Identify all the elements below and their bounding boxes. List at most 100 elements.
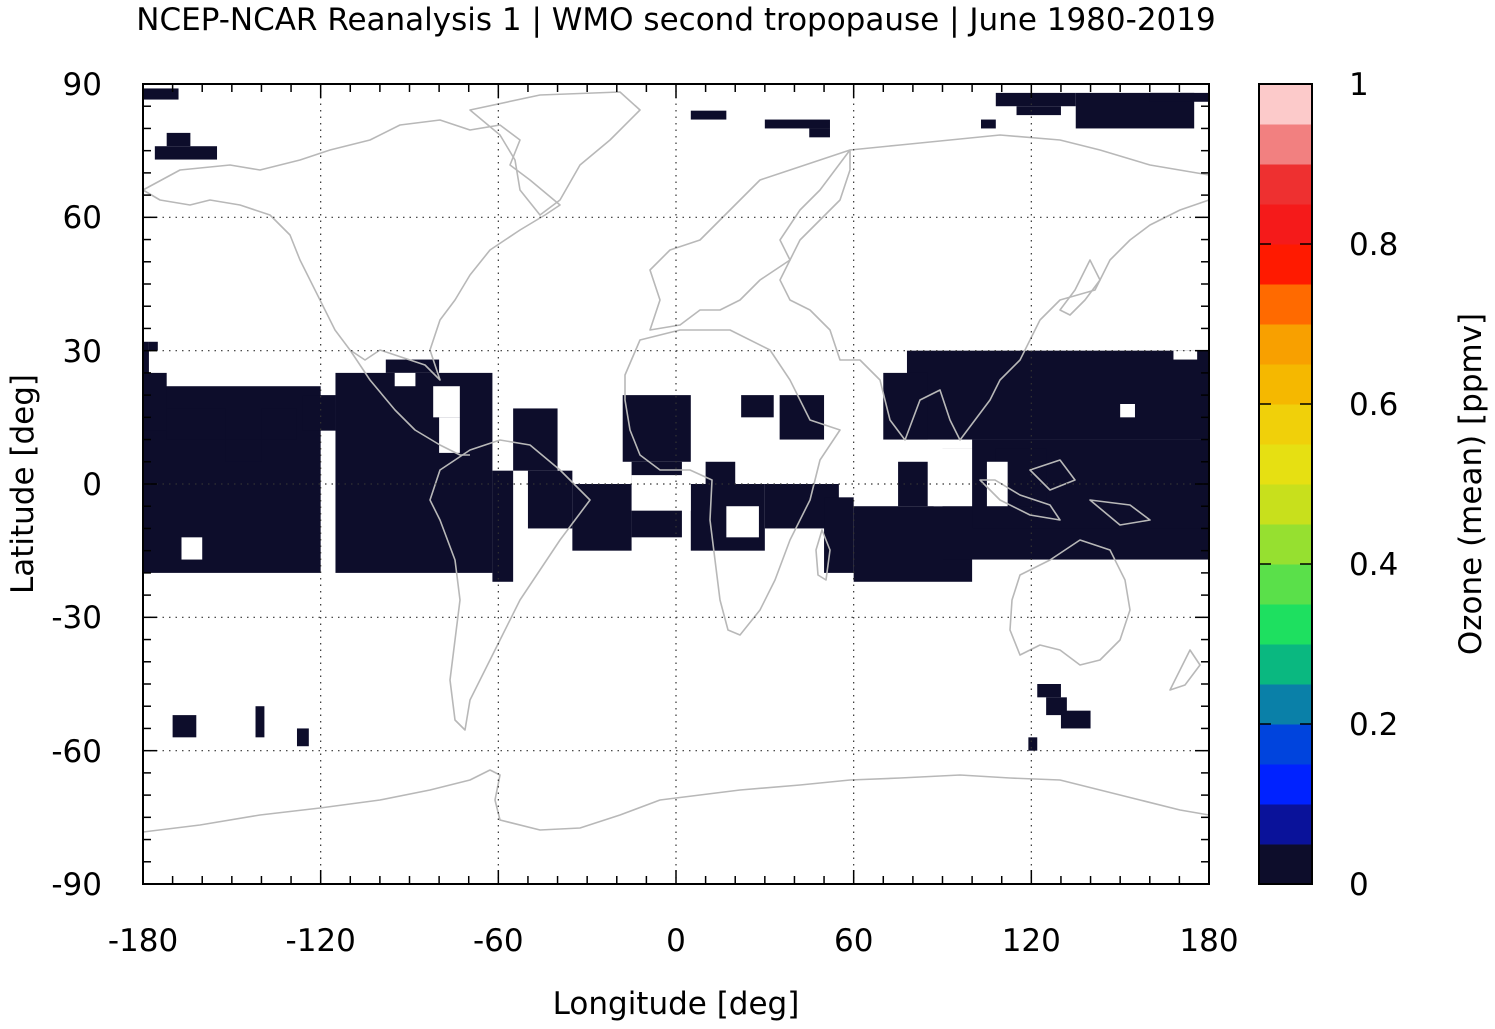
heatmap-gap	[394, 372, 416, 387]
x-axis-label: Longitude [deg]	[553, 986, 800, 1022]
heatmap-cell	[261, 408, 297, 440]
coastline-australia	[1009, 539, 1131, 666]
colorbar-bin	[1259, 164, 1312, 205]
colorbar-label: Ozone (mean) [ppmv]	[1453, 313, 1489, 655]
heatmap-cell	[166, 132, 191, 147]
x-tick-label: 180	[1179, 923, 1238, 959]
y-tick-label: 30	[63, 334, 102, 370]
heatmap-gap	[631, 475, 691, 511]
colorbar-tick-label: 1	[1349, 67, 1369, 103]
colorbar-bin	[1259, 604, 1312, 645]
x-tick-label: 60	[834, 923, 873, 959]
heatmap-cell	[1028, 737, 1038, 751]
y-tick-label: 60	[63, 200, 102, 236]
heatmap-cell	[764, 119, 830, 129]
heatmap-gap	[986, 461, 1008, 507]
coastline-north-america	[142, 119, 561, 381]
chart-title: NCEP-NCAR Reanalysis 1 | WMO second trop…	[136, 2, 1215, 38]
coastline-greenland	[469, 91, 641, 216]
colorbar-bin	[1259, 644, 1312, 685]
heatmap-gap	[726, 506, 759, 538]
colorbar-bin	[1259, 204, 1312, 245]
heatmap-cell	[779, 395, 825, 440]
heatmap-cell	[255, 706, 265, 738]
colorbar-bin	[1259, 724, 1312, 765]
coastline-madagascar	[815, 529, 831, 581]
heatmap-cell	[302, 395, 336, 431]
coastline-map	[142, 91, 1210, 833]
heatmap-cell	[883, 372, 928, 440]
heatmap-cell	[705, 461, 736, 484]
coastline-central-america	[349, 349, 470, 456]
coastline-africa	[624, 329, 841, 636]
colorbar-bin	[1259, 244, 1312, 285]
colorbar-bin	[1259, 284, 1312, 325]
colorbar-bin	[1259, 484, 1312, 525]
coastline-new-zealand	[1169, 649, 1201, 691]
x-tick-labels: -180 -120 -60 0 60 120 180	[108, 923, 1239, 959]
heatmap-cell	[995, 92, 1076, 107]
heatmap-cell	[154, 146, 218, 160]
plot-area	[142, 83, 1210, 885]
y-axis-label: Latitude [deg]	[5, 374, 41, 594]
y-tick-label: 0	[82, 467, 102, 503]
heatmap-cell	[572, 484, 632, 551]
x-tick-label: -180	[108, 923, 178, 959]
y-tick-labels: 90 60 30 0 -30 -60 -90	[51, 67, 102, 903]
coastline-antarctica	[142, 769, 1210, 833]
colorbar-bin	[1259, 324, 1312, 365]
heatmap-cell	[225, 439, 262, 462]
colorbar-bin	[1259, 524, 1312, 565]
colorbar-tick-label: 0.8	[1349, 227, 1398, 263]
heatmap-cell	[296, 728, 309, 747]
heatmap-cell	[622, 395, 691, 462]
colorbar-tick-label: 0	[1349, 867, 1369, 903]
heatmap-cell	[527, 470, 573, 529]
plot-frame	[142, 83, 1210, 885]
heatmap-cell	[166, 408, 226, 440]
heatmap-cell	[143, 341, 149, 387]
heatmap-cell	[809, 128, 830, 138]
colorbar-frame	[1258, 83, 1313, 885]
heatmap-cell	[1037, 684, 1061, 698]
heatmap-gap	[933, 448, 973, 507]
heatmap-cell	[1016, 106, 1061, 116]
heatmap-cell	[690, 110, 727, 120]
heatmap-gaps	[181, 350, 1198, 560]
heatmap-gap	[1120, 404, 1135, 418]
heatmap-cell	[143, 88, 179, 100]
colorbar-tick-label: 0.2	[1349, 707, 1398, 743]
heatmap-cell	[1149, 92, 1209, 102]
heatmap-cells	[143, 88, 1209, 751]
grid-lines	[143, 84, 1209, 884]
colorbar-bin	[1259, 84, 1312, 125]
colorbar-bin	[1259, 564, 1312, 605]
heatmap-cell	[492, 470, 514, 582]
heatmap-gap	[181, 537, 203, 560]
heatmap-cell	[980, 119, 996, 129]
y-tick-label: -60	[51, 734, 102, 770]
heatmap-cell	[513, 408, 558, 471]
y-tick-label: -30	[51, 600, 102, 636]
colorbar-bins	[1259, 84, 1312, 885]
heatmap-gap	[1173, 350, 1198, 360]
x-tick-label: 120	[1002, 923, 1061, 959]
heatmap-gap	[433, 386, 460, 418]
heatmap-cell	[741, 395, 774, 418]
heatmap-cell	[1060, 710, 1091, 729]
colorbar-bin	[1259, 844, 1312, 885]
heatmap-cell	[1046, 697, 1067, 716]
y-tick-label: -90	[51, 867, 102, 903]
colorbar-bin	[1259, 364, 1312, 405]
x-tick-label: -120	[286, 923, 356, 959]
colorbar-bin	[1259, 764, 1312, 805]
coastline-south-america	[429, 439, 591, 731]
colorbar-bin	[1259, 404, 1312, 445]
colorbar-bin	[1259, 124, 1312, 165]
x-tick-label: 0	[666, 923, 686, 959]
colorbar-tick-label: 0.6	[1349, 387, 1398, 423]
colorbar-bin	[1259, 804, 1312, 845]
heatmap-cell	[385, 359, 440, 373]
heatmap-cell	[906, 350, 1209, 440]
